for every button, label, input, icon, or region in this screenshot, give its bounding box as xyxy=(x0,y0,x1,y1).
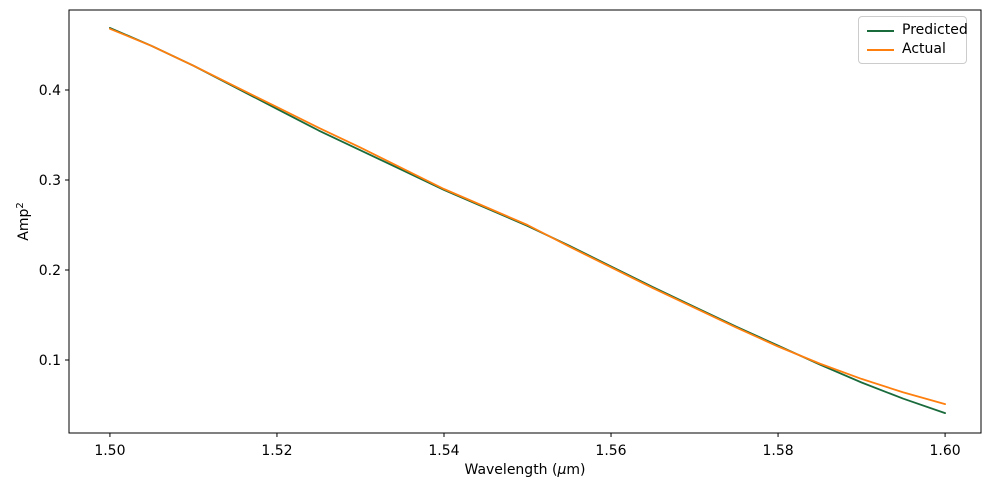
actual-line-swatch-icon xyxy=(867,48,894,51)
y-axis: 0.1 0.2 0.3 0.4 xyxy=(39,83,69,369)
legend-label-actual: Actual xyxy=(902,41,946,57)
x-tick-label: 1.54 xyxy=(428,443,459,459)
predicted-line-swatch-icon xyxy=(867,29,894,32)
y-tick-label: 0.1 xyxy=(39,353,61,369)
y-axis-title: Amp2 xyxy=(15,202,32,240)
x-tick-label: 1.52 xyxy=(261,443,292,459)
plot-area-border xyxy=(68,9,982,434)
legend: Predicted Actual xyxy=(858,16,968,64)
x-tick-label: 1.56 xyxy=(595,443,626,459)
y-tick-label: 0.2 xyxy=(39,263,61,279)
x-tick-label: 1.50 xyxy=(94,443,125,459)
actual-line xyxy=(109,27,946,406)
legend-entry-actual: Actual xyxy=(867,40,958,59)
y-tick-label: 0.3 xyxy=(39,173,61,189)
legend-entry-predicted: Predicted xyxy=(867,21,968,40)
axes-spines xyxy=(68,9,982,434)
x-tick-label: 1.58 xyxy=(762,443,793,459)
x-tick-label: 1.60 xyxy=(930,443,961,459)
axis-titles: Wavelength (μm) Amp2 xyxy=(15,202,586,478)
legend-label-predicted: Predicted xyxy=(902,22,968,38)
series-lines xyxy=(109,27,946,415)
y-tick-label: 0.4 xyxy=(39,83,61,99)
x-axis: 1.50 1.52 1.54 1.56 1.58 1.60 xyxy=(94,433,961,459)
x-axis-title: Wavelength (μm) xyxy=(465,462,586,478)
